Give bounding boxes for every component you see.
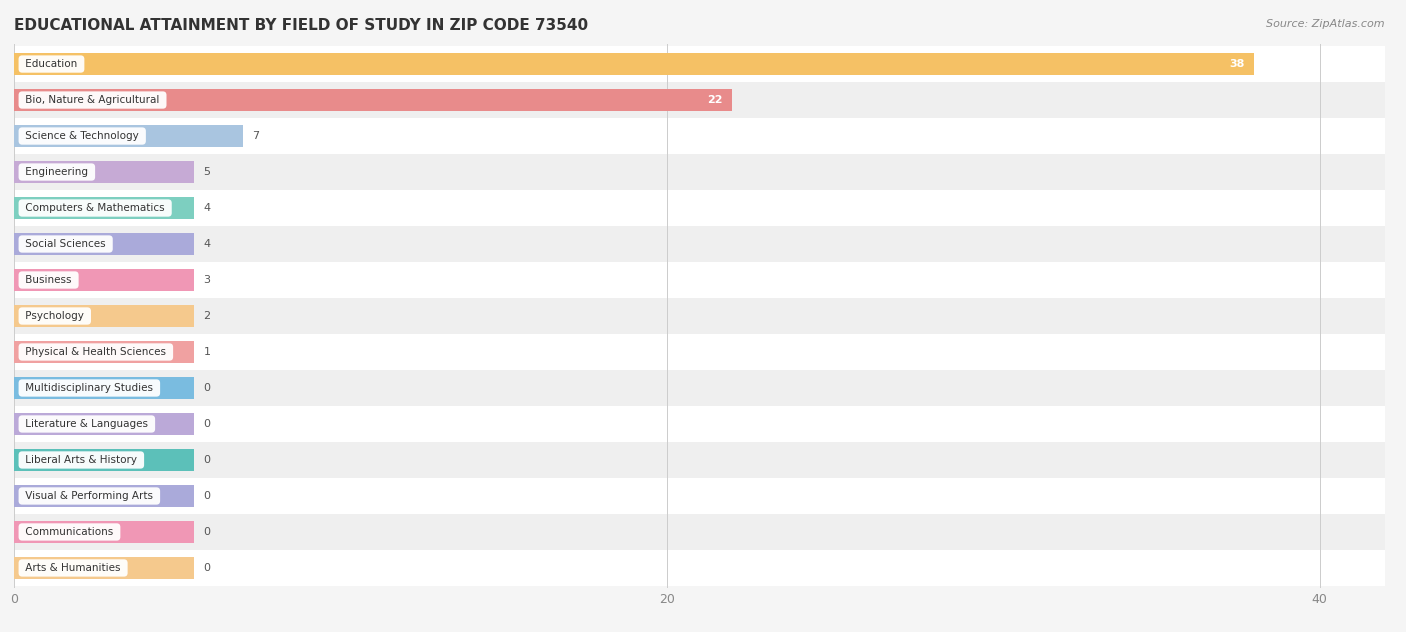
- Bar: [14, 161, 194, 183]
- Text: Liberal Arts & History: Liberal Arts & History: [22, 455, 141, 465]
- Text: Visual & Performing Arts: Visual & Performing Arts: [22, 491, 156, 501]
- Bar: [14, 413, 194, 435]
- Bar: [14, 298, 1385, 334]
- Bar: [14, 550, 1385, 586]
- Text: Arts & Humanities: Arts & Humanities: [22, 563, 124, 573]
- Bar: [14, 125, 243, 147]
- Text: Social Sciences: Social Sciences: [22, 239, 110, 249]
- Bar: [14, 82, 1385, 118]
- Bar: [14, 341, 194, 363]
- Text: Multidisciplinary Studies: Multidisciplinary Studies: [22, 383, 156, 393]
- Bar: [14, 377, 194, 399]
- Bar: [14, 53, 1254, 75]
- Bar: [14, 305, 194, 327]
- Bar: [14, 557, 194, 579]
- Text: 5: 5: [204, 167, 211, 177]
- Text: Physical & Health Sciences: Physical & Health Sciences: [22, 347, 170, 357]
- Bar: [14, 370, 1385, 406]
- Text: 0: 0: [204, 491, 211, 501]
- Text: Education: Education: [22, 59, 80, 69]
- Text: 0: 0: [204, 527, 211, 537]
- Bar: [14, 478, 1385, 514]
- Text: Computers & Mathematics: Computers & Mathematics: [22, 203, 169, 213]
- Bar: [14, 485, 194, 507]
- Text: 0: 0: [204, 419, 211, 429]
- Text: 2: 2: [204, 311, 211, 321]
- Text: 22: 22: [707, 95, 723, 105]
- Text: Communications: Communications: [22, 527, 117, 537]
- Text: 4: 4: [204, 239, 211, 249]
- Bar: [14, 262, 1385, 298]
- Bar: [14, 226, 1385, 262]
- Text: Engineering: Engineering: [22, 167, 91, 177]
- Text: 1: 1: [204, 347, 211, 357]
- Bar: [14, 190, 1385, 226]
- Bar: [14, 442, 1385, 478]
- Text: 38: 38: [1229, 59, 1244, 69]
- Text: 0: 0: [204, 455, 211, 465]
- Text: Business: Business: [22, 275, 75, 285]
- Text: Psychology: Psychology: [22, 311, 87, 321]
- Bar: [14, 89, 733, 111]
- Bar: [14, 334, 1385, 370]
- Bar: [14, 269, 194, 291]
- Bar: [14, 233, 194, 255]
- Text: 4: 4: [204, 203, 211, 213]
- Text: 7: 7: [252, 131, 260, 141]
- Bar: [14, 406, 1385, 442]
- Text: Science & Technology: Science & Technology: [22, 131, 142, 141]
- Text: 0: 0: [204, 383, 211, 393]
- Text: Source: ZipAtlas.com: Source: ZipAtlas.com: [1267, 19, 1385, 29]
- Text: Bio, Nature & Agricultural: Bio, Nature & Agricultural: [22, 95, 163, 105]
- Bar: [14, 521, 194, 543]
- Text: EDUCATIONAL ATTAINMENT BY FIELD OF STUDY IN ZIP CODE 73540: EDUCATIONAL ATTAINMENT BY FIELD OF STUDY…: [14, 18, 588, 33]
- Bar: [14, 197, 194, 219]
- Text: Literature & Languages: Literature & Languages: [22, 419, 152, 429]
- Bar: [14, 514, 1385, 550]
- Bar: [14, 154, 1385, 190]
- Text: 3: 3: [204, 275, 211, 285]
- Bar: [14, 46, 1385, 82]
- Text: 0: 0: [204, 563, 211, 573]
- Bar: [14, 118, 1385, 154]
- Bar: [14, 449, 194, 471]
